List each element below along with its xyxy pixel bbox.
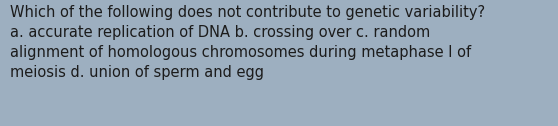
Text: Which of the following does not contribute to genetic variability?
a. accurate r: Which of the following does not contribu… bbox=[10, 5, 485, 80]
